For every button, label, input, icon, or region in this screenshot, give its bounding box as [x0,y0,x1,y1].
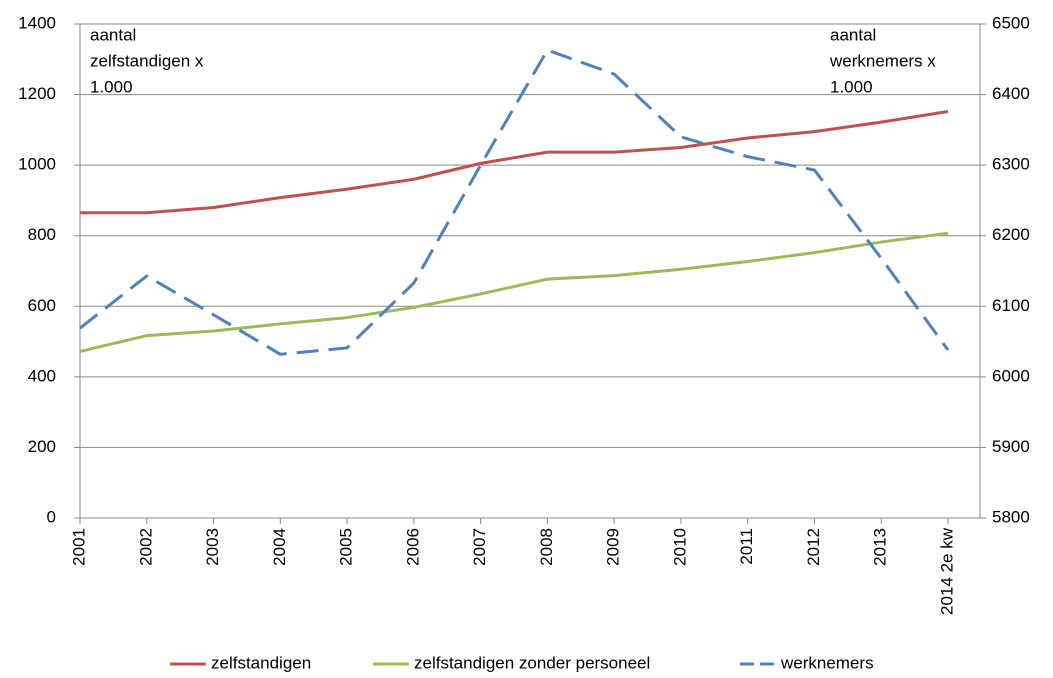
y2-tick-label: 5900 [992,437,1030,456]
legend-label: zelfstandigen zonder personeel [414,653,650,672]
y2-tick-label: 5800 [992,507,1030,526]
y2-tick-label: 6300 [992,155,1030,174]
x-tick-label: 2009 [604,528,623,566]
x-tick-label: 2004 [270,528,289,566]
y2-tick-label: 6000 [992,366,1030,385]
y-tick-label: 0 [47,507,56,526]
x-tick-label: 2005 [337,528,356,566]
x-tick-label: 2006 [403,528,422,566]
annotation: aantal [90,25,136,44]
y2-tick-label: 6100 [992,296,1030,315]
x-tick-label: 2008 [537,528,556,566]
legend-label: werknemers [780,653,874,672]
series-line [79,48,950,356]
x-tick-label: 2001 [69,528,88,566]
x-tick-label: 2002 [136,528,155,566]
legend-label: zelfstandigen [211,653,311,672]
x-tick-label: 2014 2e kw [937,527,956,615]
y2-tick-label: 6200 [992,225,1030,244]
annotation: werknemers x [829,51,936,70]
y-tick-label: 800 [28,225,56,244]
series-line [80,110,949,215]
annotation: aantal [830,25,876,44]
y-tick-label: 1400 [18,13,56,32]
x-tick-label: 2013 [871,528,890,566]
y-tick-label: 200 [28,437,56,456]
x-tick-label: 2007 [470,528,489,566]
annotation: zelfstandigen x [90,51,204,70]
y-tick-label: 400 [28,366,56,385]
y-tick-label: 600 [28,296,56,315]
y-tick-label: 1200 [18,84,56,103]
x-tick-label: 2003 [203,528,222,566]
series-line [79,231,949,353]
y-tick-label: 1000 [18,155,56,174]
y2-tick-label: 6500 [992,13,1030,32]
x-tick-label: 2010 [670,528,689,566]
y2-tick-label: 6400 [992,84,1030,103]
annotation: 1.000 [830,77,873,96]
x-tick-label: 2011 [737,528,756,565]
annotation: 1.000 [90,77,133,96]
x-tick-label: 2012 [804,528,823,566]
